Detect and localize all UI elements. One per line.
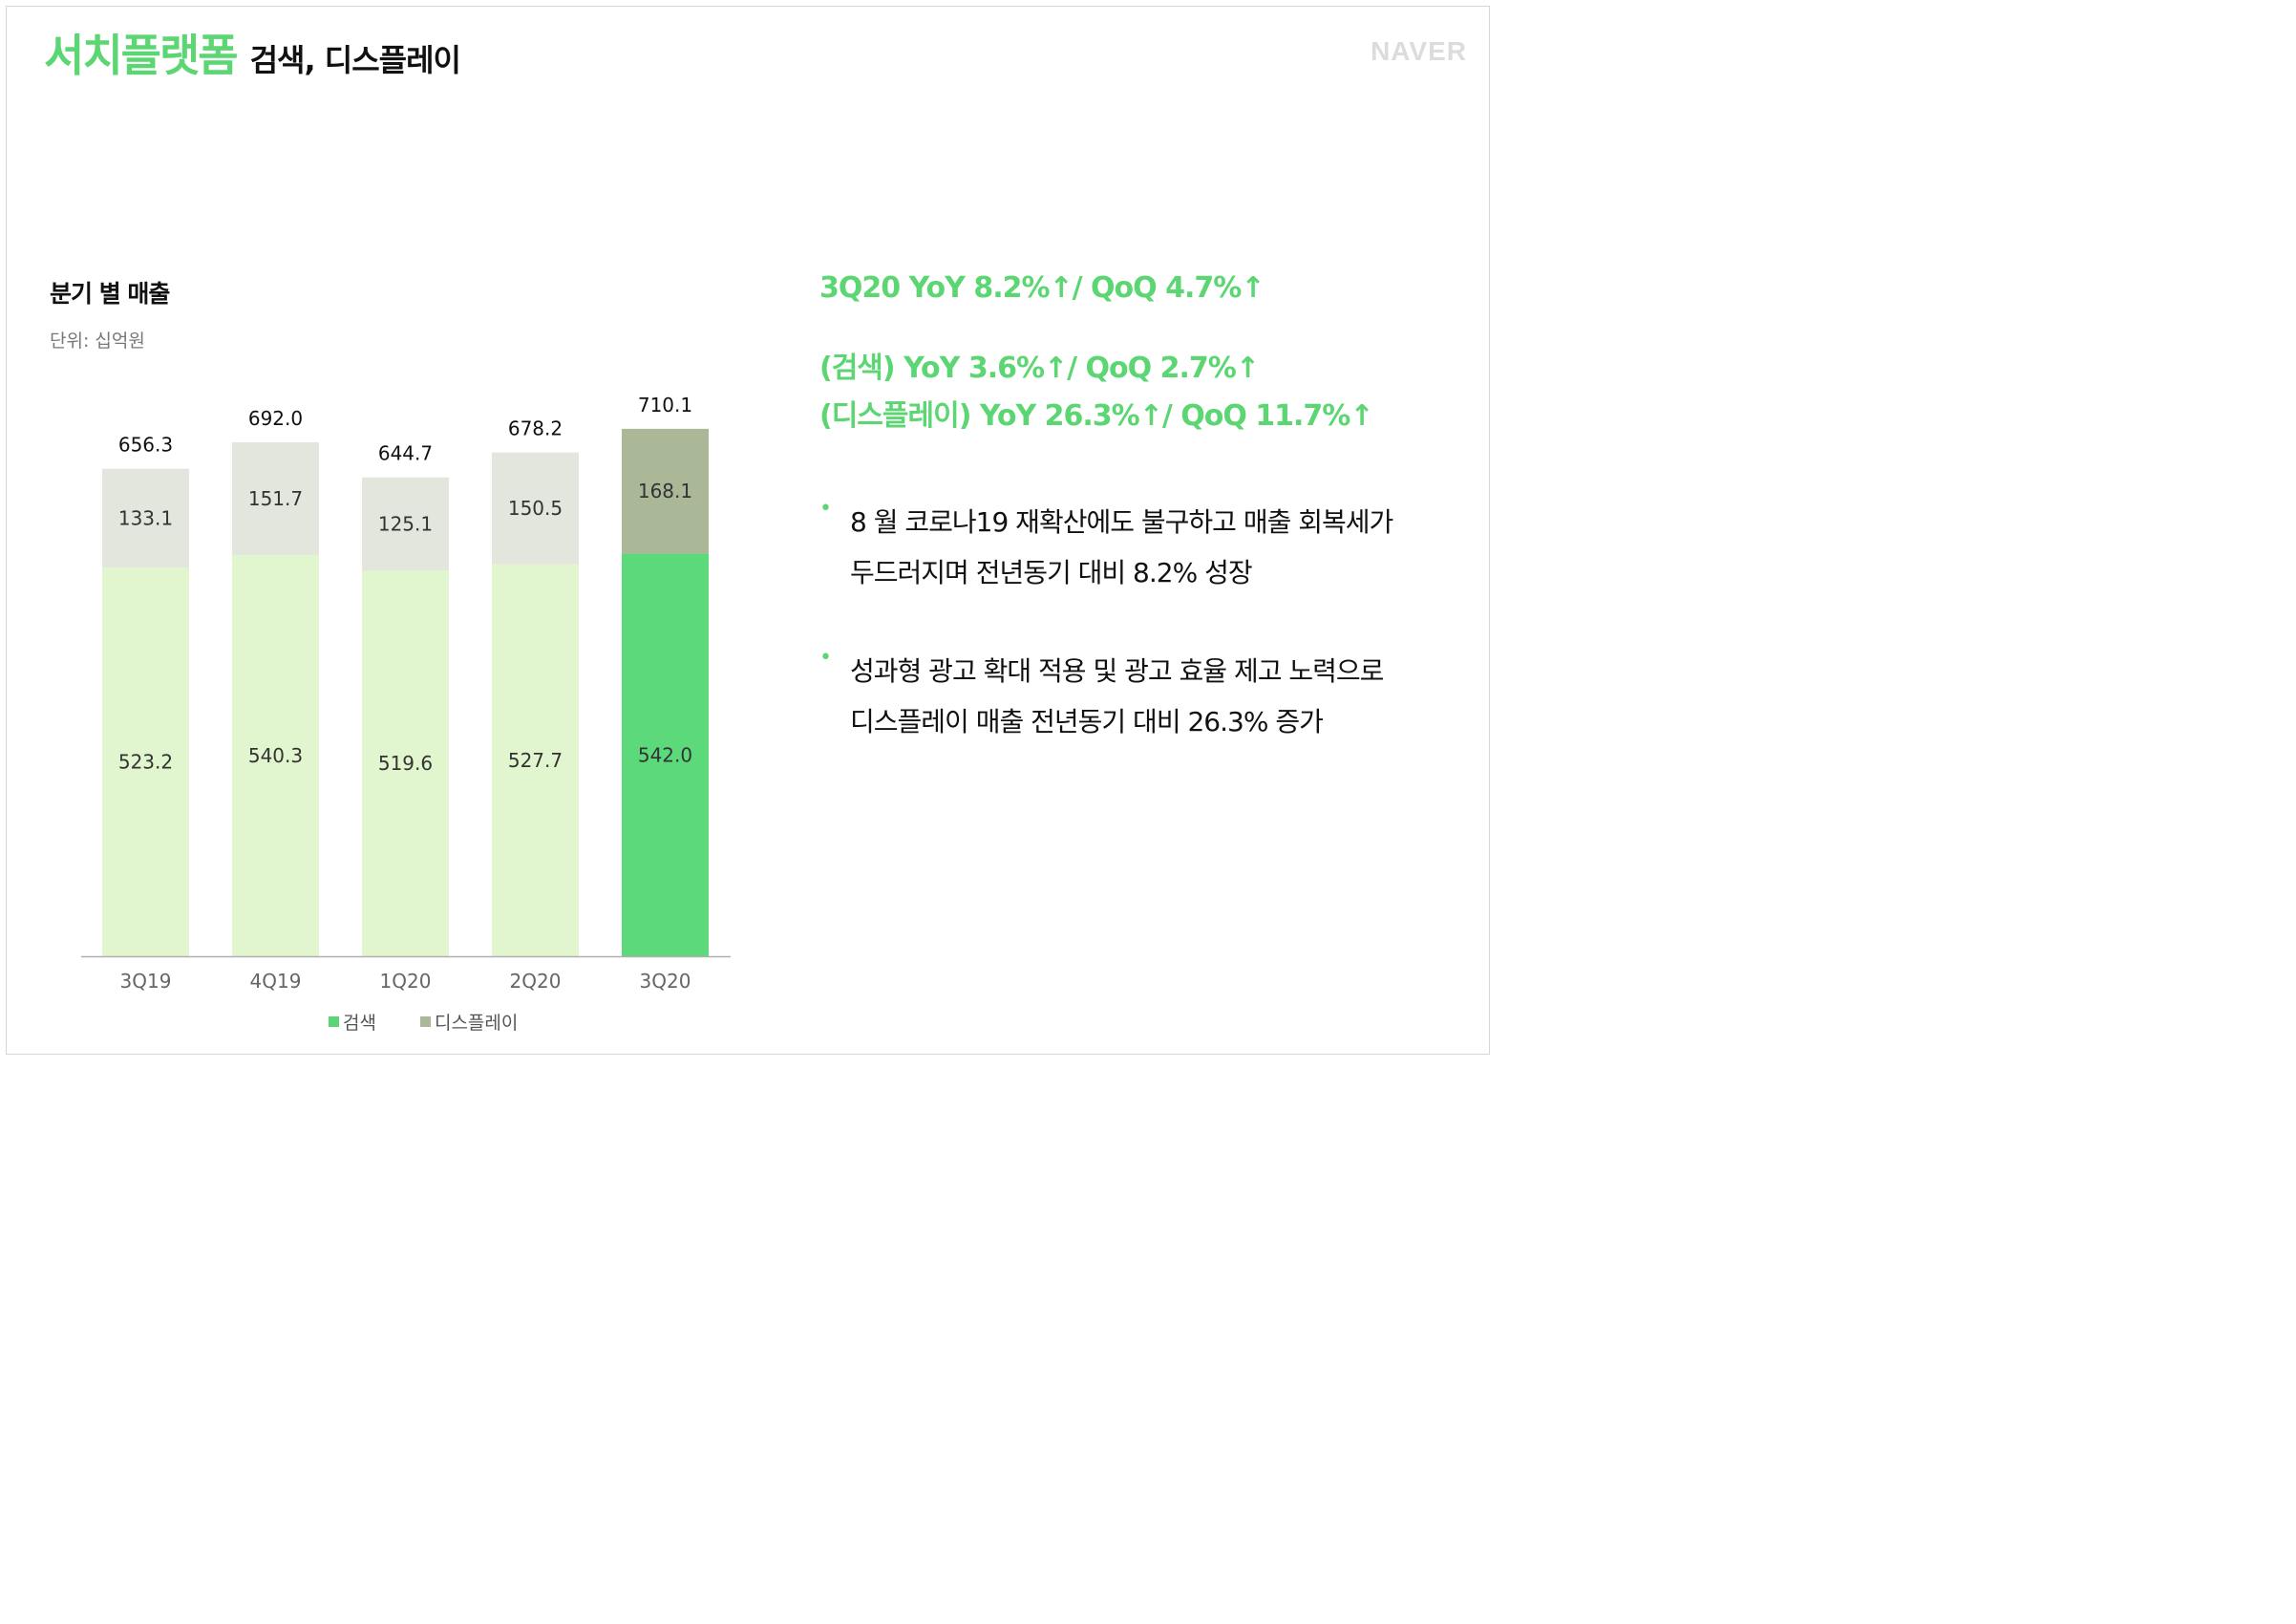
bar-display [362,477,449,571]
x-tick-label: 3Q19 [120,970,172,993]
page-title-sub: 검색, 디스플레이 [249,42,461,78]
bar-search [232,554,319,956]
data-label-display: 150.5 [508,497,563,520]
bullet-text: 성과형 광고 확대 적용 및 광고 효율 제고 노력으로 디스플레이 매출 전년… [850,646,1384,747]
chart-legend: 검색 디스플레이 [329,1009,562,1035]
stacked-bar-chart: 523.2 133.1 656.3 3Q19 540.3 151.7 692.0 4Q19 51… [81,394,731,993]
bullet-line: 디스플레이 매출 전년동기 대비 26.3% 증가 [850,706,1324,737]
data-label-total: 644.7 [378,442,433,465]
bar-search [622,553,709,956]
bullet-line: 두드러지며 전년동기 대비 8.2% 성장 [850,557,1253,588]
bar-display [622,428,709,554]
data-label-search: 527.7 [508,749,563,772]
naver-logo: NAVER [1371,36,1467,66]
data-label-total: 656.3 [118,434,173,457]
bar-display [492,452,579,565]
bullet-marker: • [819,497,832,521]
bar-search [492,564,579,956]
legend-item-search: 검색 [329,1009,376,1035]
x-tick-label: 3Q20 [640,970,691,993]
chart-title: 분기 별 매출 [50,280,170,308]
page-title: 서치플랫폼 검색, 디스플레이 [44,21,461,84]
data-label-display: 125.1 [378,512,433,535]
bullet-line: 성과형 광고 확대 적용 및 광고 효율 제고 노력으로 [850,655,1384,687]
data-label-display: 151.7 [248,487,303,510]
data-label-search: 540.3 [248,744,303,767]
x-tick-label: 1Q20 [380,970,432,993]
bar-search [102,567,189,956]
page-title-main: 서치플랫폼 [44,30,239,81]
data-label-display: 133.1 [118,506,173,529]
data-label-search: 523.2 [118,751,173,774]
data-label-total: 678.2 [508,417,563,440]
chart-unit-label: 단위: 십억원 [50,331,145,352]
data-label-total: 710.1 [638,394,692,417]
bar-display [232,441,319,555]
legend-label-search: 검색 [343,1013,376,1034]
legend-swatch-display [419,1016,431,1027]
legend-label-display: 디스플레이 [434,1013,519,1034]
bar-display [102,468,189,568]
bullet-line: 8 월 코로나19 재확산에도 불구하고 매출 회복세가 [850,506,1393,538]
legend-swatch-search [329,1016,339,1027]
bar-search [362,570,449,956]
highlight-total: 3Q20 YoY 8.2%↑/ QoQ 4.7%↑ [819,271,1265,305]
legend-item-display: 디스플레이 [419,1009,519,1035]
data-label-search: 542.0 [638,743,692,766]
data-label-total: 692.0 [248,407,303,430]
bullet-marker: • [819,646,832,670]
x-tick-label: 4Q19 [250,970,302,993]
bullet-text: 8 월 코로나19 재확산에도 불구하고 매출 회복세가 두드러지며 전년동기 … [850,497,1393,598]
highlight-display: (디스플레이) YoY 26.3%↑/ QoQ 11.7%↑ [819,399,1374,433]
x-tick-label: 2Q20 [510,970,562,993]
highlight-search: (검색) YoY 3.6%↑/ QoQ 2.7%↑ [819,352,1260,385]
data-label-search: 519.6 [378,752,433,775]
data-label-display: 168.1 [638,480,692,502]
